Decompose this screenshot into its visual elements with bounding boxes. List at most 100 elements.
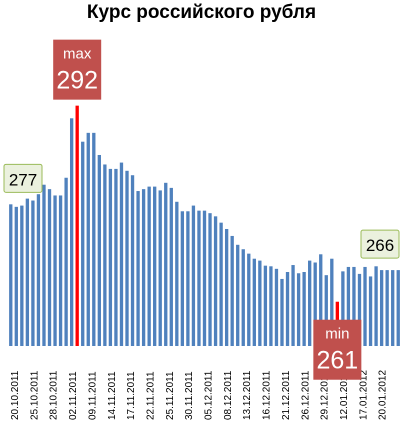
bar (236, 244, 240, 346)
x-tick-label: 13.12.2011 (242, 370, 253, 420)
bar (363, 266, 367, 346)
bar (352, 266, 356, 346)
bar (324, 275, 328, 346)
bar (103, 164, 107, 346)
bar (64, 177, 68, 346)
bar (341, 271, 345, 346)
bar (230, 235, 234, 346)
bar (368, 276, 373, 346)
bar (213, 216, 218, 346)
x-tick-label: 30.11.2011 (184, 371, 195, 420)
bar (219, 222, 223, 346)
bar (130, 175, 135, 346)
bar (9, 204, 13, 346)
bar (47, 189, 52, 346)
bar (274, 268, 279, 346)
annotations-group: 277 max 292 min 261 266 (3, 39, 400, 380)
chart-title: Курс российского рубля (86, 2, 317, 23)
bar (180, 211, 185, 346)
bar (125, 170, 129, 346)
x-tick-label: 17.11.2011 (126, 371, 137, 420)
bar (147, 186, 151, 346)
bar (330, 258, 334, 346)
max-value-text: 292 (56, 67, 98, 95)
last-value-label: 266 (366, 236, 394, 255)
bar (175, 201, 179, 346)
x-tick-label: 26.12.2011 (300, 370, 311, 420)
x-tick-label: 28.10.2011 (49, 370, 60, 420)
bar (36, 194, 41, 346)
bar (302, 272, 306, 346)
bars-group (9, 105, 400, 347)
x-tick-label: 09.11.2011 (87, 371, 98, 420)
bar (58, 195, 63, 346)
bar (169, 187, 173, 347)
bar (153, 186, 157, 346)
x-tick-label: 25.10.2011 (29, 370, 40, 420)
x-tick-label: 29.12.2011 (320, 370, 331, 420)
value-label-box (3, 163, 43, 193)
first-value-label: 277 (9, 170, 37, 189)
max-label-box (53, 39, 102, 100)
bar (346, 266, 351, 346)
x-tick-label: 12.01.2012 (339, 370, 350, 420)
x-tick-label: 17.01.2012 (358, 370, 369, 420)
bar (191, 205, 196, 346)
x-tick-label: 20.01.2012 (378, 370, 389, 420)
bar (224, 228, 229, 346)
bar (164, 182, 168, 346)
bar (319, 254, 323, 346)
bar (280, 278, 284, 346)
bar (313, 262, 317, 346)
bar (385, 270, 389, 346)
x-tick-label: 25.11.2011 (165, 371, 176, 420)
x-tick-label: 02.11.2011 (68, 371, 79, 420)
bar (114, 168, 118, 346)
bar (141, 189, 146, 346)
min-value-text: 261 (316, 347, 358, 375)
bar (81, 141, 85, 346)
bar (42, 184, 46, 346)
x-tick-label: 16.12.2011 (262, 370, 273, 420)
bar (25, 198, 30, 346)
bar (396, 270, 400, 346)
x-tick-label: 22.11.2011 (146, 371, 157, 420)
bar (269, 266, 273, 346)
bar (97, 154, 101, 346)
bar (20, 205, 24, 346)
bar (379, 270, 384, 346)
bar (263, 265, 268, 346)
bar (119, 162, 124, 346)
bar (357, 273, 362, 346)
min-label-box (313, 319, 362, 380)
bar (92, 132, 96, 346)
x-tick-labels: 20.10.2011 25.10.2011 28.10.2011 02.11.2011… (10, 370, 389, 420)
bar (291, 265, 295, 346)
bar (296, 273, 301, 346)
bar (186, 211, 190, 346)
bar (108, 168, 113, 346)
bar (252, 258, 256, 346)
extreme-bar (75, 105, 79, 347)
bar (308, 260, 312, 346)
bar (86, 132, 90, 346)
bar (158, 190, 162, 346)
x-tick-label: 14.11.2011 (107, 371, 118, 420)
bar (202, 210, 207, 346)
min-label-text: min (325, 326, 349, 343)
bar (31, 200, 35, 346)
bar (136, 191, 140, 346)
x-tick-label: 20.10.2011 (10, 370, 21, 420)
bar (247, 253, 251, 346)
x-tick-label: 05.12.2011 (204, 370, 215, 420)
max-label-text: max (63, 46, 92, 63)
bar (285, 272, 290, 346)
bar (69, 118, 74, 346)
bar (391, 270, 395, 346)
bar (197, 210, 201, 346)
x-tick-label: 08.12.2011 (223, 370, 234, 420)
bar (53, 195, 57, 346)
bar (374, 266, 378, 346)
bar (208, 213, 212, 346)
